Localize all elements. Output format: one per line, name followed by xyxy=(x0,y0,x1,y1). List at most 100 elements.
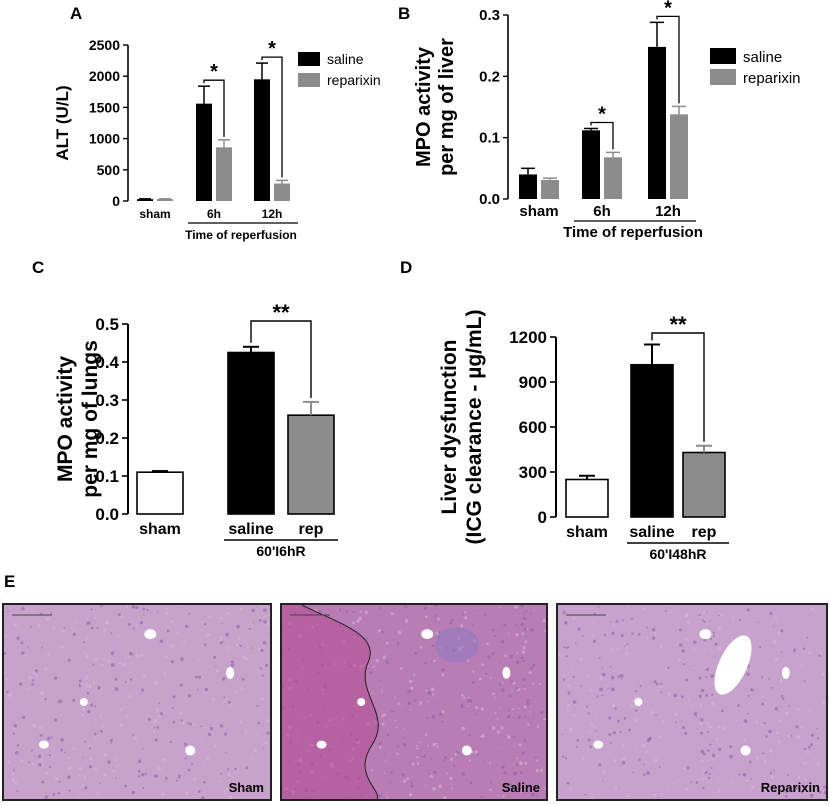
cell-nucleus xyxy=(219,641,223,645)
cell-nucleus xyxy=(468,668,471,670)
cell-nucleus xyxy=(700,718,704,722)
cell-nucleus xyxy=(206,633,210,637)
cell-nucleus xyxy=(632,771,634,774)
cell-nucleus xyxy=(689,750,692,752)
cell-nucleus xyxy=(157,611,159,613)
cell-nucleus xyxy=(458,618,460,621)
cell-nucleus xyxy=(763,760,767,764)
cell-nucleus xyxy=(682,663,685,666)
cell-nucleus xyxy=(185,791,189,795)
cell-nucleus xyxy=(378,741,382,746)
cell-nucleus xyxy=(435,742,439,745)
significance-star: * xyxy=(210,61,218,83)
cell-nucleus xyxy=(59,714,62,717)
bar-reparixin-12h xyxy=(670,114,688,199)
cell-nucleus xyxy=(664,610,667,613)
cell-nucleus xyxy=(103,628,107,632)
cell-nucleus xyxy=(511,707,515,711)
cell-nucleus xyxy=(429,605,431,608)
cell-nucleus xyxy=(588,688,592,692)
significance-star: * xyxy=(268,38,276,60)
cell-nucleus xyxy=(219,779,223,783)
cell-nucleus xyxy=(154,774,158,778)
x-axis-label: Time of reperfusion xyxy=(563,224,703,241)
cell-nucleus xyxy=(500,688,505,692)
cell-nucleus xyxy=(117,613,121,617)
cell-nucleus xyxy=(498,682,503,687)
cell-nucleus xyxy=(572,700,577,704)
legend-label-saline: saline xyxy=(327,51,364,67)
cell-nucleus xyxy=(463,696,466,699)
cell-nucleus xyxy=(804,790,808,793)
chart-alt: 0 500 1000 1500 2000 2500 ALT (U/L) sham 6h * 12h *… xyxy=(53,37,381,242)
central-vein xyxy=(714,635,752,695)
cell-nucleus xyxy=(729,745,732,749)
cell-nucleus xyxy=(17,744,20,747)
cell-nucleus xyxy=(619,730,622,733)
vessel-lumen xyxy=(740,745,751,756)
cell-nucleus xyxy=(372,660,374,662)
histology-image-sham: Sham xyxy=(2,603,272,801)
cell-nucleus xyxy=(63,711,66,714)
cell-nucleus xyxy=(517,627,520,629)
cell-nucleus xyxy=(128,694,132,698)
cell-nucleus xyxy=(239,607,243,611)
cell-nucleus xyxy=(31,683,34,686)
cell-nucleus xyxy=(682,767,686,770)
cell-nucleus xyxy=(67,756,71,760)
cell-nucleus xyxy=(700,749,705,754)
cell-nucleus xyxy=(31,762,34,764)
cell-nucleus xyxy=(140,688,145,692)
cell-nucleus xyxy=(262,748,264,750)
cell-nucleus xyxy=(172,720,176,724)
cell-nucleus xyxy=(31,679,35,682)
cell-nucleus xyxy=(775,731,779,735)
cell-nucleus xyxy=(78,683,81,685)
cell-nucleus xyxy=(523,687,526,690)
cell-nucleus xyxy=(594,714,597,716)
cell-nucleus xyxy=(794,786,798,791)
cell-nucleus xyxy=(739,725,741,728)
cell-nucleus xyxy=(13,724,17,728)
cell-nucleus xyxy=(590,723,594,727)
cell-nucleus xyxy=(809,709,812,712)
cell-nucleus xyxy=(622,619,625,622)
cell-nucleus xyxy=(749,691,753,695)
cell-nucleus xyxy=(543,717,546,721)
cell-nucleus xyxy=(593,612,596,615)
cell-nucleus xyxy=(107,760,111,764)
cell-nucleus xyxy=(30,749,34,752)
cell-nucleus xyxy=(157,766,162,771)
cell-nucleus xyxy=(20,759,24,763)
cell-nucleus xyxy=(221,641,224,644)
cell-nucleus xyxy=(529,666,533,670)
cell-nucleus xyxy=(810,743,813,747)
cell-nucleus xyxy=(124,784,127,788)
cell-nucleus xyxy=(711,701,715,706)
cell-nucleus xyxy=(424,785,427,787)
cell-nucleus xyxy=(197,688,199,691)
cell-nucleus xyxy=(414,651,417,655)
cell-nucleus xyxy=(609,648,614,652)
cell-nucleus xyxy=(157,747,160,750)
cell-nucleus xyxy=(788,705,790,707)
cell-nucleus xyxy=(62,629,65,633)
cell-nucleus xyxy=(684,638,688,642)
cell-nucleus xyxy=(449,621,453,625)
cell-nucleus xyxy=(521,751,525,755)
cell-nucleus xyxy=(204,687,209,692)
image-caption-reparixin: Reparixin xyxy=(760,780,820,795)
cell-nucleus xyxy=(698,614,701,617)
cell-nucleus xyxy=(264,663,269,667)
cell-nucleus xyxy=(78,766,83,771)
cell-nucleus xyxy=(60,645,64,649)
cell-nucleus xyxy=(729,754,733,759)
cell-nucleus xyxy=(681,649,685,653)
y-tick-label: 0 xyxy=(112,193,120,209)
cell-nucleus xyxy=(419,645,423,649)
cell-nucleus xyxy=(480,707,484,711)
cell-nucleus xyxy=(516,652,519,654)
cell-nucleus xyxy=(763,722,766,725)
cell-nucleus xyxy=(581,757,585,761)
cell-nucleus xyxy=(18,682,23,686)
